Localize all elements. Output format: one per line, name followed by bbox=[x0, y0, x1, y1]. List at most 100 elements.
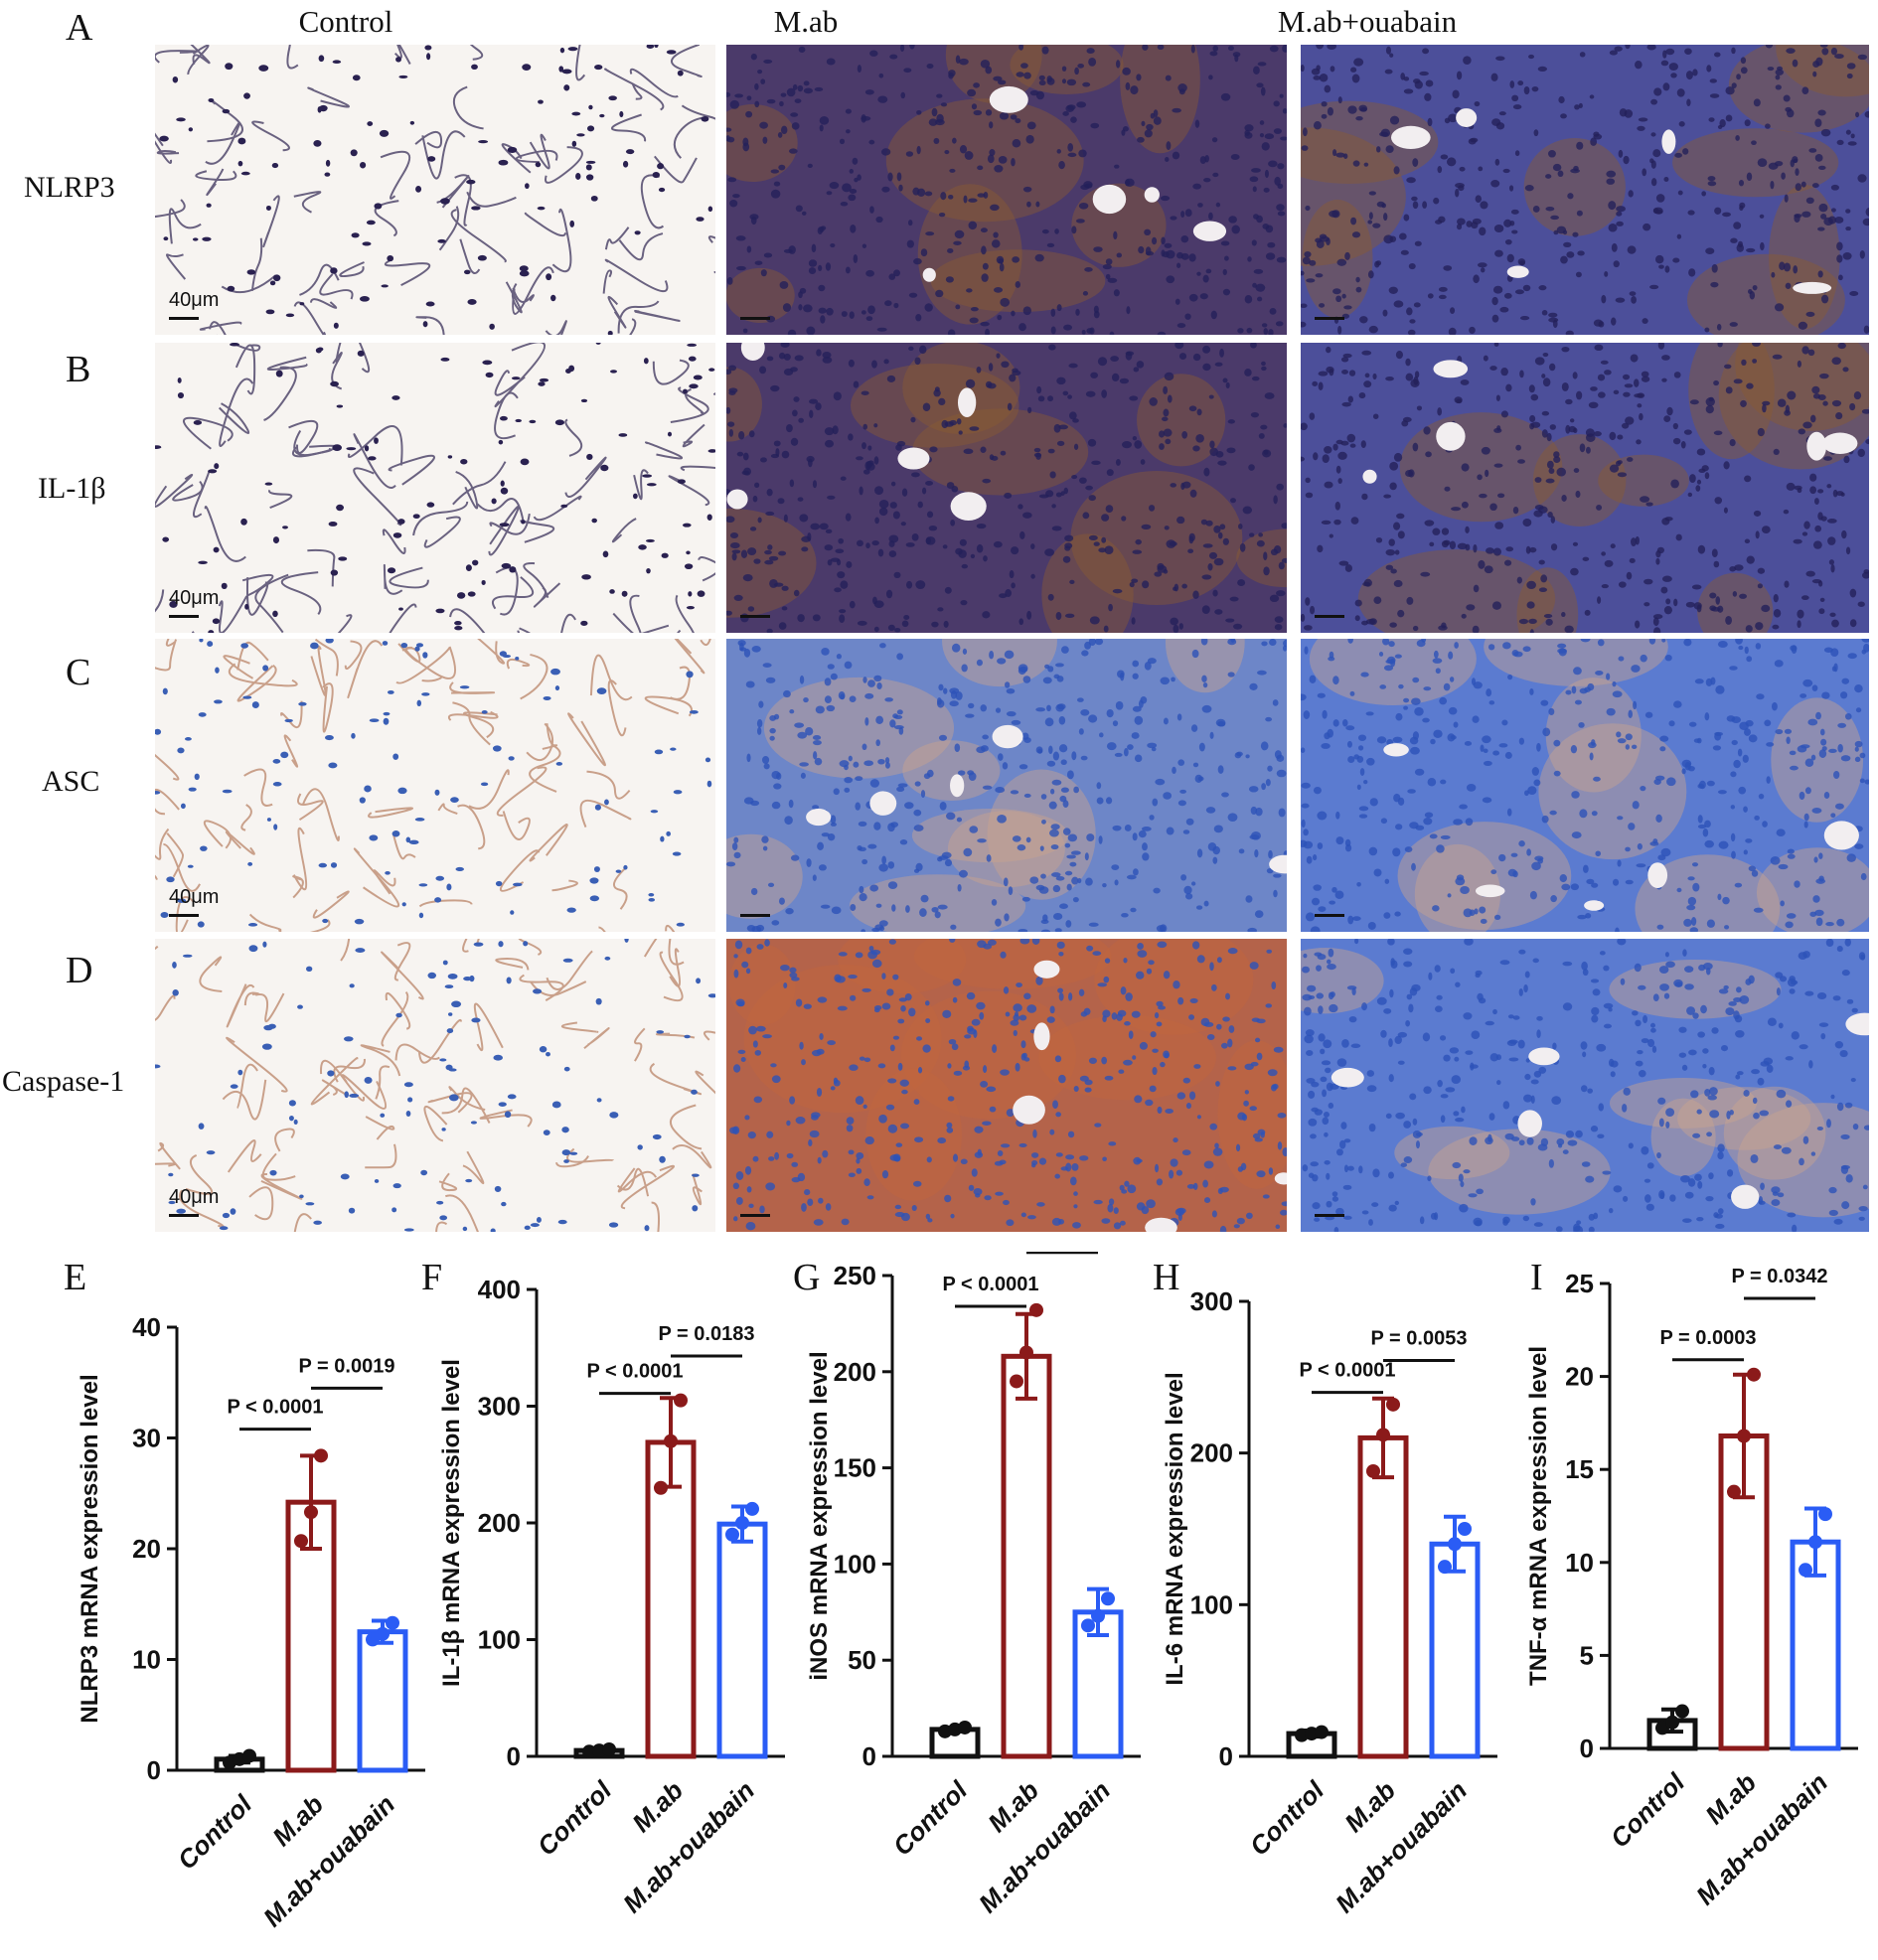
y-tick-label: 200 bbox=[478, 1508, 521, 1538]
y-tick-label: 200 bbox=[1190, 1438, 1233, 1468]
y-tick-label: 100 bbox=[1190, 1589, 1233, 1619]
data-point bbox=[1747, 1367, 1761, 1382]
scale-bar bbox=[1315, 317, 1344, 320]
data-point bbox=[376, 1626, 390, 1641]
p-value-label: P = 0.0003 bbox=[1660, 1327, 1757, 1349]
x-tick-label: M.ab bbox=[626, 1775, 689, 1838]
data-point bbox=[602, 1741, 616, 1756]
y-tick-label: 150 bbox=[834, 1453, 876, 1483]
data-point bbox=[1458, 1522, 1472, 1536]
data-point bbox=[1386, 1397, 1400, 1412]
scale-bar-label: 40μm bbox=[169, 289, 220, 311]
micrograph-tile bbox=[155, 45, 715, 335]
micrograph-tile bbox=[1301, 343, 1869, 633]
data-point bbox=[1665, 1715, 1679, 1730]
row-label-marker: Caspase-1 bbox=[2, 1065, 125, 1098]
data-point bbox=[1081, 1618, 1095, 1633]
y-tick-label: 300 bbox=[478, 1392, 521, 1422]
micrograph-tile bbox=[726, 343, 1287, 633]
column-header-mab-ouabain: M.ab+ouabain bbox=[1277, 4, 1458, 39]
y-tick-label: 50 bbox=[848, 1645, 876, 1675]
chart-panel-letter: E bbox=[64, 1257, 86, 1298]
scale-bar bbox=[740, 615, 770, 618]
data-point bbox=[1010, 1374, 1023, 1389]
y-tick-label: 15 bbox=[1565, 1454, 1594, 1484]
micrograph-tile bbox=[1301, 939, 1869, 1232]
row-label-marker: IL-1β bbox=[38, 472, 106, 505]
y-axis-label: IL-6 mRNA expression level bbox=[1162, 1372, 1188, 1685]
row-label-marker: NLRP3 bbox=[24, 171, 115, 204]
chart-panel-letter: G bbox=[793, 1257, 820, 1298]
data-point bbox=[1727, 1484, 1741, 1499]
data-point bbox=[1029, 1302, 1043, 1317]
scale-bar-label: 40μm bbox=[169, 886, 220, 908]
micrograph-tile bbox=[1301, 639, 1869, 932]
x-tick-label: Control bbox=[532, 1774, 618, 1861]
x-tick-label: M.ab+ouabain bbox=[1690, 1767, 1833, 1910]
x-tick-label: M.ab bbox=[982, 1775, 1044, 1838]
column-header-mab: M.ab bbox=[773, 4, 839, 39]
micrograph-tile bbox=[155, 939, 715, 1232]
data-point bbox=[1019, 1345, 1033, 1360]
micrograph-tile bbox=[726, 639, 1287, 932]
data-point bbox=[294, 1534, 308, 1549]
p-value-label: P = 0.0019 bbox=[299, 1355, 395, 1377]
data-point bbox=[1799, 1563, 1812, 1578]
micrograph-tile bbox=[1301, 45, 1869, 335]
bar bbox=[1429, 1541, 1481, 1759]
data-point bbox=[1376, 1428, 1390, 1442]
y-axis-label: TNF-α mRNA expression level bbox=[1525, 1346, 1552, 1686]
x-tick-label: M.ab bbox=[1338, 1775, 1401, 1838]
x-tick-label: M.ab+ouabain bbox=[1330, 1775, 1473, 1918]
y-tick-label: 250 bbox=[834, 1261, 876, 1290]
y-tick-label: 30 bbox=[132, 1424, 161, 1453]
y-tick-label: 300 bbox=[1190, 1286, 1233, 1316]
panel-letter-a: A bbox=[66, 7, 93, 49]
data-point bbox=[386, 1615, 399, 1630]
chart-panel-letter: I bbox=[1530, 1257, 1543, 1298]
chart-panel-letter: F bbox=[421, 1257, 442, 1298]
y-tick-label: 100 bbox=[834, 1549, 876, 1579]
data-point bbox=[1091, 1608, 1105, 1623]
p-value-label: P < 0.0001 bbox=[943, 1274, 1039, 1295]
data-point bbox=[745, 1501, 759, 1516]
micrograph-tile bbox=[155, 343, 715, 633]
y-axis-label: iNOS mRNA expression level bbox=[806, 1351, 833, 1680]
y-tick-label: 25 bbox=[1565, 1269, 1594, 1298]
data-point bbox=[654, 1480, 668, 1495]
p-value-label: P < 0.0001 bbox=[587, 1361, 684, 1383]
y-tick-label: 400 bbox=[478, 1275, 521, 1304]
y-tick-label: 0 bbox=[1580, 1734, 1594, 1763]
data-point bbox=[664, 1433, 678, 1448]
bar bbox=[357, 1629, 408, 1773]
x-tick-label: M.ab+ouabain bbox=[617, 1775, 760, 1918]
y-tick-label: 10 bbox=[132, 1645, 161, 1675]
y-axis-label: IL-1β mRNA expression level bbox=[438, 1359, 465, 1687]
data-point bbox=[725, 1527, 739, 1542]
p-value-label: P = 0.0183 bbox=[659, 1323, 755, 1345]
data-point bbox=[1808, 1535, 1822, 1550]
x-tick-label: Control bbox=[1605, 1766, 1691, 1853]
chart-panel-letter: H bbox=[1153, 1257, 1179, 1298]
data-point bbox=[1818, 1507, 1832, 1522]
panel-letter-b: B bbox=[66, 349, 91, 390]
x-tick-label: Control bbox=[1244, 1774, 1330, 1861]
micrograph-tile bbox=[726, 45, 1287, 335]
scale-bar bbox=[1315, 1214, 1344, 1217]
data-point bbox=[735, 1516, 749, 1530]
x-tick-label: M.ab bbox=[266, 1789, 329, 1852]
scale-bar bbox=[169, 317, 199, 320]
x-tick-label: Control bbox=[887, 1774, 974, 1861]
x-tick-label: M.ab+ouabain bbox=[973, 1775, 1116, 1918]
x-tick-label: M.ab bbox=[1699, 1767, 1762, 1830]
scale-bar bbox=[169, 914, 199, 917]
data-point bbox=[1675, 1704, 1689, 1719]
data-point bbox=[1737, 1429, 1751, 1443]
data-point bbox=[958, 1720, 972, 1734]
scale-bar bbox=[169, 615, 199, 618]
panel-letter-d: D bbox=[66, 950, 93, 991]
bar bbox=[1357, 1434, 1409, 1759]
y-axis-label: NLRP3 mRNA expression level bbox=[77, 1374, 103, 1723]
scale-bar-label: 40μm bbox=[169, 1186, 220, 1208]
data-point bbox=[1315, 1725, 1329, 1739]
